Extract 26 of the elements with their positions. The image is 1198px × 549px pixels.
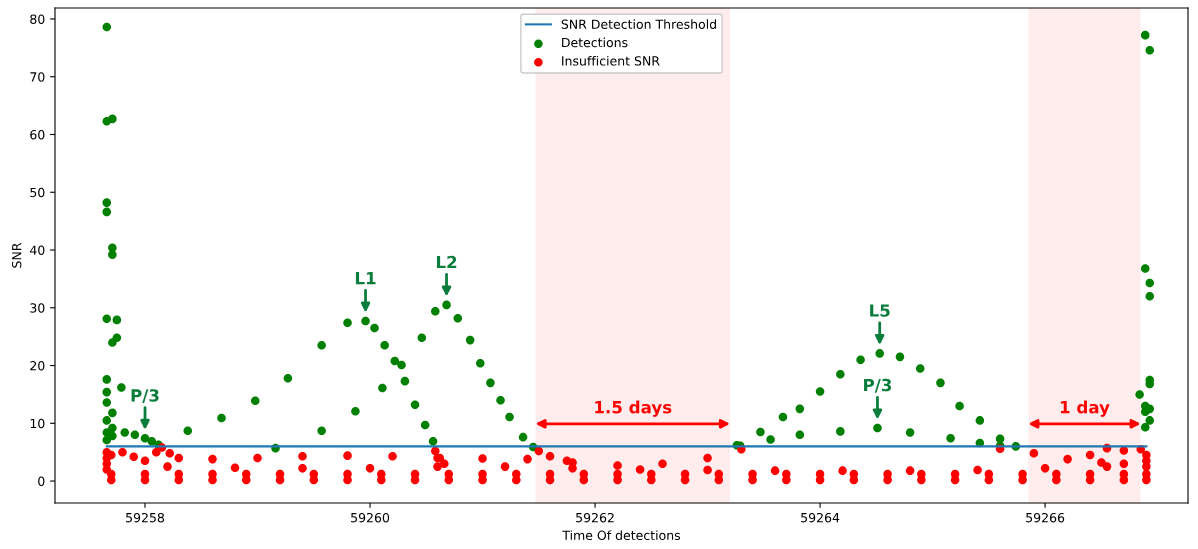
x-tick-label: 59262 xyxy=(576,512,614,523)
y-tick-label: 30 xyxy=(30,303,45,313)
x-tick-label: 59260 xyxy=(351,512,390,523)
band-label: 1.5 days xyxy=(595,400,672,417)
y-tick-label: 60 xyxy=(30,129,45,140)
x-tick-label: 59264 xyxy=(801,512,840,523)
y-tick-label: 0 xyxy=(38,476,45,486)
x-tick-label: 59266 xyxy=(1026,512,1065,523)
y-axis-title: SNR xyxy=(11,242,22,268)
legend-label: Insufficient SNR xyxy=(562,55,660,66)
annotation: P/3 xyxy=(131,389,159,404)
annotation: P/3 xyxy=(864,378,892,393)
y-tick-label: 10 xyxy=(30,418,45,429)
legend-label: SNR Detection Threshold xyxy=(561,19,716,29)
y-tick-label: 50 xyxy=(30,187,45,198)
annotation: L5 xyxy=(870,304,890,317)
y-tick-label: 70 xyxy=(30,72,45,82)
annotation: L1 xyxy=(355,272,376,285)
annotation: L2 xyxy=(436,255,457,269)
y-tick-label: 20 xyxy=(30,361,45,371)
y-tick-label: 80 xyxy=(30,14,45,24)
x-tick-label: 59258 xyxy=(126,512,165,523)
y-tick-label: 40 xyxy=(29,245,45,255)
legend-label: Detections xyxy=(562,37,628,48)
band-label: 1 day xyxy=(1060,400,1110,417)
x-axis-title: Time Of detections xyxy=(562,530,681,541)
